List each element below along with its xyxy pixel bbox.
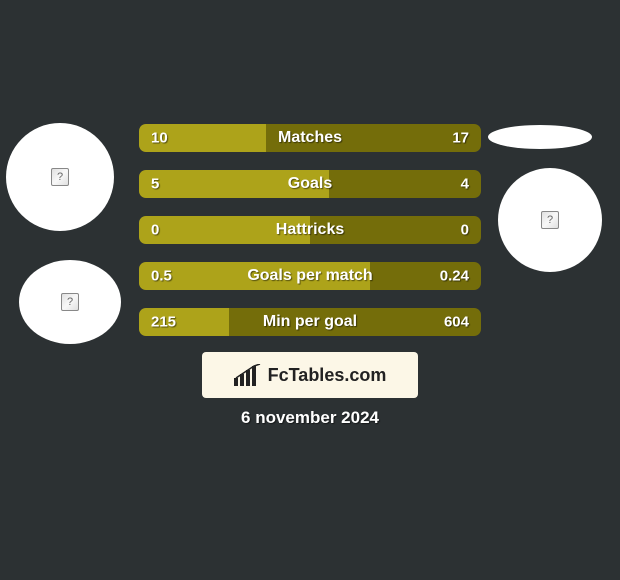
stat-label: Goals xyxy=(288,175,332,193)
stat-row: 215 604 Min per goal xyxy=(139,308,481,336)
logo-text: FcTables.com xyxy=(268,365,387,386)
missing-image-icon: ? xyxy=(541,211,559,229)
stat-value-left: 0.5 xyxy=(151,268,172,285)
comparison-card: Spinelli vs Kempf Schwade Club competiti… xyxy=(0,0,620,580)
stat-value-right: 604 xyxy=(444,314,469,331)
stat-value-right: 4 xyxy=(461,176,469,193)
stat-bar-right xyxy=(329,170,481,198)
stat-value-left: 215 xyxy=(151,314,176,331)
stat-value-right: 17 xyxy=(452,130,469,147)
stat-row: 0 0 Hattricks xyxy=(139,216,481,244)
stat-value-left: 10 xyxy=(151,130,168,147)
avatar-ellipse xyxy=(488,125,592,149)
stat-label: Goals per match xyxy=(247,267,372,285)
stat-value-left: 5 xyxy=(151,176,159,193)
missing-image-icon: ? xyxy=(61,293,79,311)
stat-value-right: 0.24 xyxy=(440,268,469,285)
avatar-circle: ? xyxy=(498,168,602,272)
stat-row: 0.5 0.24 Goals per match xyxy=(139,262,481,290)
avatar-circle: ? xyxy=(6,123,114,231)
stat-value-left: 0 xyxy=(151,222,159,239)
stat-label: Min per goal xyxy=(263,313,357,331)
stat-row: 5 4 Goals xyxy=(139,170,481,198)
logo-bars-icon xyxy=(234,364,262,386)
stat-label: Matches xyxy=(278,129,342,147)
missing-image-icon: ? xyxy=(51,168,69,186)
stat-value-right: 0 xyxy=(461,222,469,239)
stat-row: 10 17 Matches xyxy=(139,124,481,152)
logo-box: FcTables.com xyxy=(202,352,418,398)
avatar-circle: ? xyxy=(19,260,121,344)
date-text: 6 november 2024 xyxy=(0,408,620,428)
stat-label: Hattricks xyxy=(276,221,344,239)
stats-panel: 10 17 Matches 5 4 Goals 0 0 Hattricks 0.5 0.24 Goal… xyxy=(139,124,481,354)
